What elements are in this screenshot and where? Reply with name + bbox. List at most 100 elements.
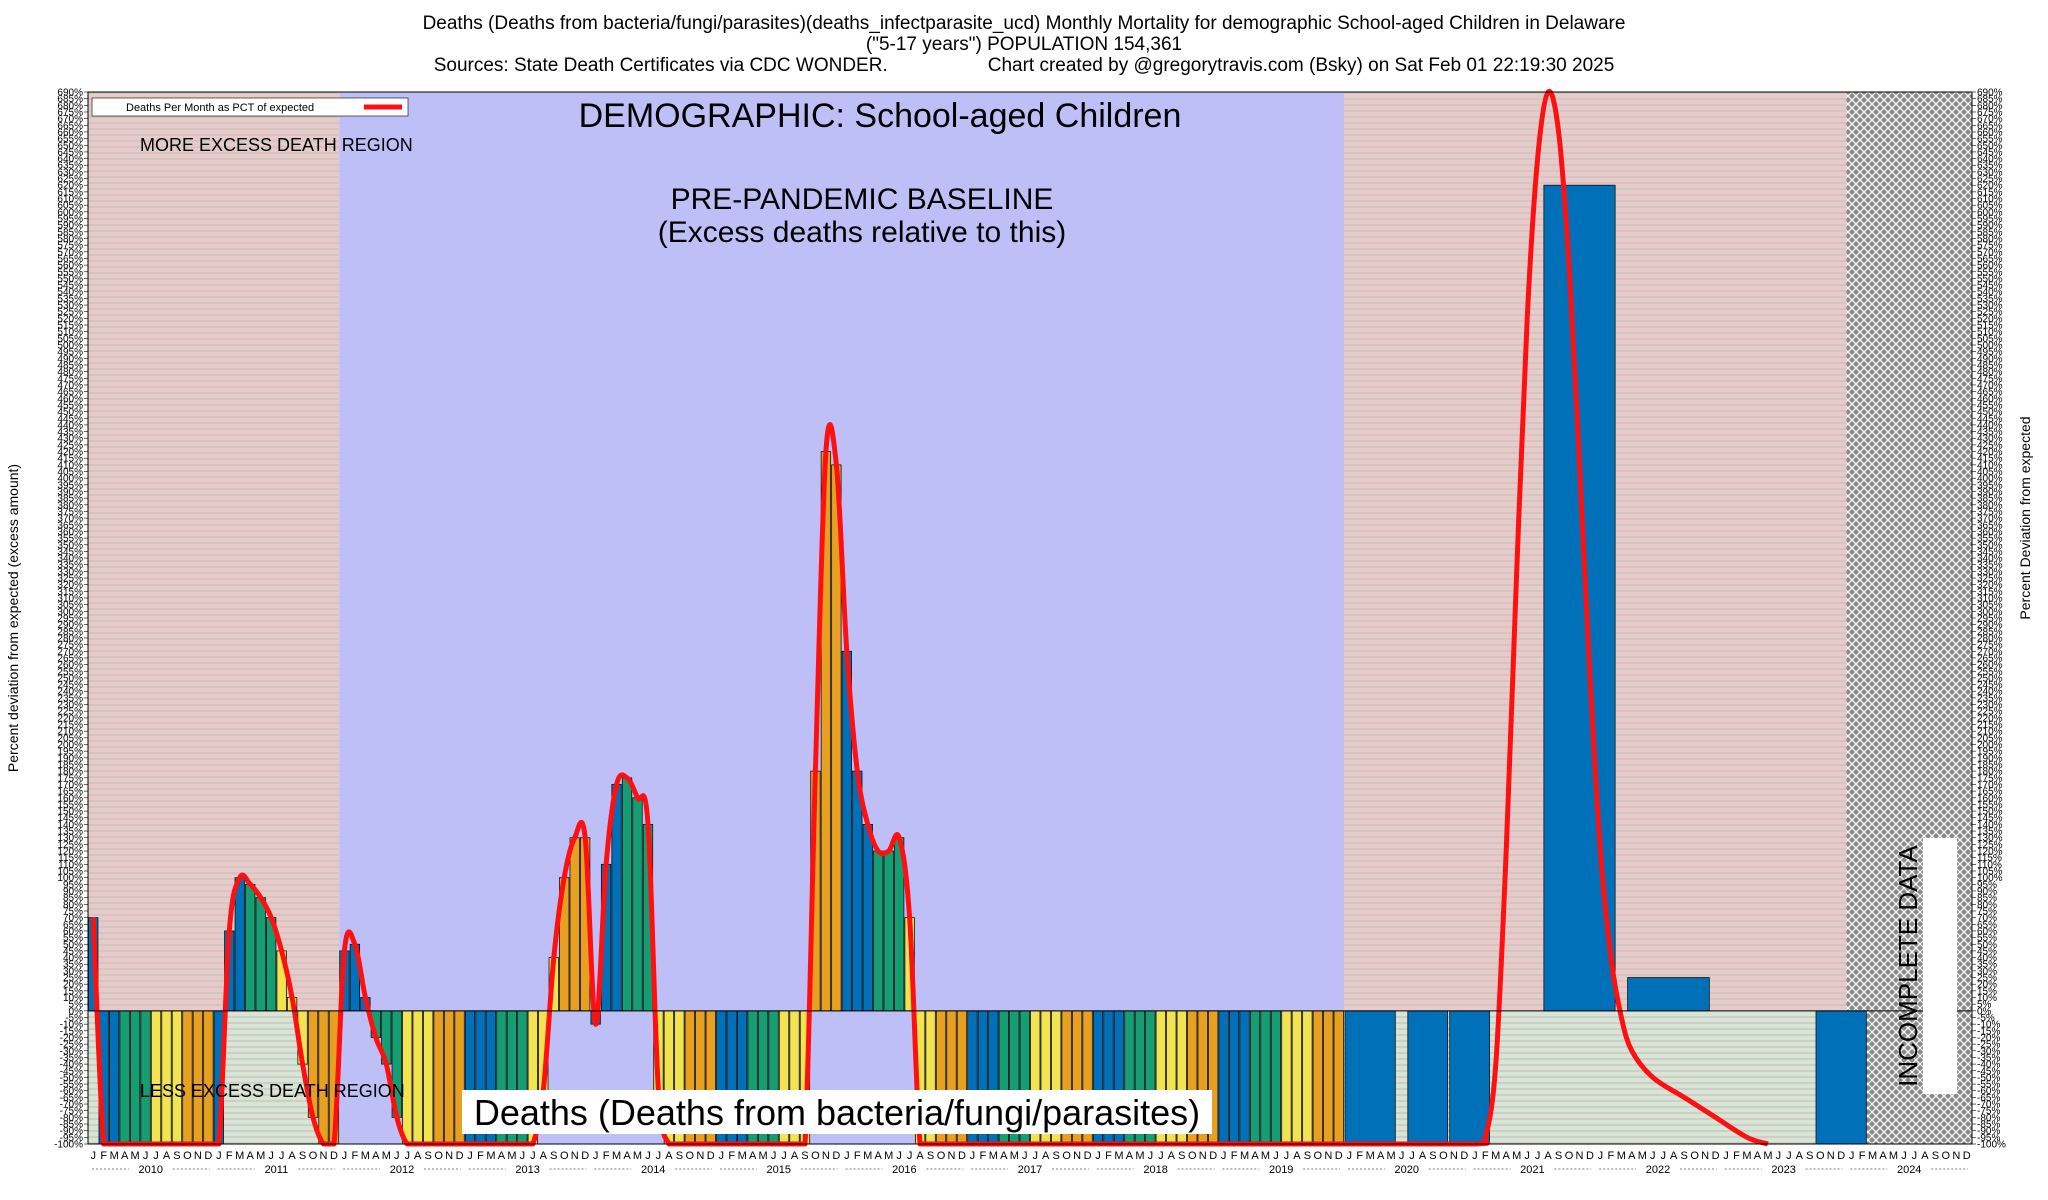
y-tick-label-left: 405% xyxy=(57,467,83,478)
y-tick-label-left: 340% xyxy=(57,554,83,565)
x-year-label: 2012 xyxy=(390,1164,414,1176)
y-tick-label-left: 25% xyxy=(63,973,83,984)
y-tick-label-right: 470% xyxy=(1977,380,2003,391)
x-month-label: M xyxy=(110,1150,119,1162)
y-tick-label-right: 225% xyxy=(1977,707,2003,718)
y-tick-label-left: 75% xyxy=(63,906,83,917)
y-tick-label-left: 535% xyxy=(57,294,83,305)
y-tick-label-right: 415% xyxy=(1977,454,2003,465)
y-tick-label-right: -20% xyxy=(1977,1033,2000,1044)
x-month-label: A xyxy=(1921,1150,1929,1162)
bar-month xyxy=(1291,1010,1303,1145)
y-tick-label-left: -65% xyxy=(60,1093,83,1104)
y-tick-label-right: -100% xyxy=(1977,1140,2006,1151)
y-tick-label-left: 130% xyxy=(57,833,83,844)
x-month-label: O xyxy=(1062,1150,1071,1162)
bar-month xyxy=(245,883,256,1012)
x-month-label: D xyxy=(581,1150,589,1162)
y-tick-label-right: 440% xyxy=(1977,420,2003,431)
bar-month xyxy=(192,1010,204,1145)
y-tick-label-right: 540% xyxy=(1977,287,2003,298)
y-tick-label-right: -85% xyxy=(1977,1120,2000,1131)
y-tick-label-right: 230% xyxy=(1977,700,2003,711)
y-tick-label-right: 430% xyxy=(1977,434,2003,445)
y-tick-label-left: 510% xyxy=(57,327,83,338)
y-tick-label-left: -100% xyxy=(54,1140,83,1151)
y-tick-label-right: -25% xyxy=(1977,1040,2000,1051)
y-tick-label-left: 485% xyxy=(57,360,83,371)
x-month-label: J xyxy=(1284,1150,1290,1162)
y-tick-label-right: -60% xyxy=(1977,1086,2000,1097)
x-year-label: 2016 xyxy=(892,1164,916,1176)
y-tick-label-left: 540% xyxy=(57,287,83,298)
y-tick-label-right: 55% xyxy=(1977,933,1997,944)
x-month-label: S xyxy=(173,1150,180,1162)
x-month-label: J xyxy=(90,1150,96,1162)
x-month-label: M xyxy=(1491,1150,1500,1162)
x-month-label: D xyxy=(1712,1150,1720,1162)
y-tick-label-right: 400% xyxy=(1977,474,2003,485)
x-month-label: M xyxy=(1742,1150,1751,1162)
y-tick-label-left: 615% xyxy=(57,187,83,198)
y-tick-label-left: 280% xyxy=(57,633,83,644)
x-month-label: O xyxy=(434,1150,443,1162)
y-tick-label-left: 210% xyxy=(57,727,83,738)
y-tick-label-right: -80% xyxy=(1977,1113,2000,1124)
y-tick-label-left: -90% xyxy=(60,1126,83,1137)
y-tick-label-right: 550% xyxy=(1977,274,2003,285)
x-month-label: D xyxy=(456,1150,464,1162)
y-tick-label-right: 305% xyxy=(1977,600,2003,611)
y-tick-label-left: -50% xyxy=(60,1073,83,1084)
y-tick-label-right: -50% xyxy=(1977,1073,2000,1084)
y-tick-label-left: 310% xyxy=(57,594,83,605)
x-month-label: M xyxy=(633,1150,642,1162)
x-month-label: M xyxy=(1638,1150,1647,1162)
y-tick-label-left: 265% xyxy=(57,653,83,664)
x-month-label: J xyxy=(718,1150,724,1162)
y-tick-label-left: 250% xyxy=(57,673,83,684)
y-tick-label-right: 260% xyxy=(1977,660,2003,671)
x-month-label: J xyxy=(896,1150,902,1162)
y-tick-label-left: 215% xyxy=(57,720,83,731)
y-tick-label-right: 5% xyxy=(1977,1000,1992,1011)
y-tick-label-right: 385% xyxy=(1977,494,2003,505)
bar-month xyxy=(1302,1010,1313,1145)
x-month-label: D xyxy=(1209,1150,1217,1162)
y-tick-label-right: 680% xyxy=(1977,101,2003,112)
x-month-label: D xyxy=(1460,1150,1468,1162)
bar-month xyxy=(1323,1010,1334,1145)
bar-month xyxy=(423,1010,434,1145)
bar-month xyxy=(402,1010,413,1145)
y-tick-label-left: 30% xyxy=(63,966,83,977)
y-tick-label-left: -35% xyxy=(60,1053,83,1064)
y-tick-label-left: 230% xyxy=(57,700,83,711)
y-tick-label-right: 505% xyxy=(1977,334,2003,345)
x-month-label: M xyxy=(1512,1150,1521,1162)
y-tick-label-left: 580% xyxy=(57,234,83,245)
bar-month xyxy=(161,1010,172,1145)
x-year-label: 2018 xyxy=(1143,1164,1167,1176)
y-tick-label-right: 435% xyxy=(1977,427,2003,438)
y-tick-label-left: 185% xyxy=(57,760,83,771)
x-month-label: M xyxy=(1617,1150,1626,1162)
y-tick-label-left: 375% xyxy=(57,507,83,518)
y-tick-label-right: 575% xyxy=(1977,241,2003,252)
bar-month xyxy=(1281,1010,1292,1145)
bar-month xyxy=(119,1010,130,1145)
y-tick-label-left: 205% xyxy=(57,733,83,744)
x-month-label: O xyxy=(1942,1150,1951,1162)
y-tick-label-right: 410% xyxy=(1977,460,2003,471)
y-tick-label-left: 35% xyxy=(63,960,83,971)
bar-month xyxy=(234,877,245,1012)
bar-month xyxy=(109,1010,120,1145)
x-month-label: A xyxy=(288,1150,296,1162)
x-month-label: J xyxy=(394,1150,400,1162)
x-month-label: S xyxy=(1806,1150,1813,1162)
y-axis-title-right: Percent Deviation from expected xyxy=(2017,416,2033,619)
y-tick-label-left: 225% xyxy=(57,707,83,718)
y-tick-label-right: 270% xyxy=(1977,647,2003,658)
bar-month xyxy=(1249,1010,1261,1145)
y-tick-label-left: 90% xyxy=(63,886,83,897)
y-tick-label-right: 635% xyxy=(1977,161,2003,172)
y-tick-label-right: 450% xyxy=(1977,407,2003,418)
